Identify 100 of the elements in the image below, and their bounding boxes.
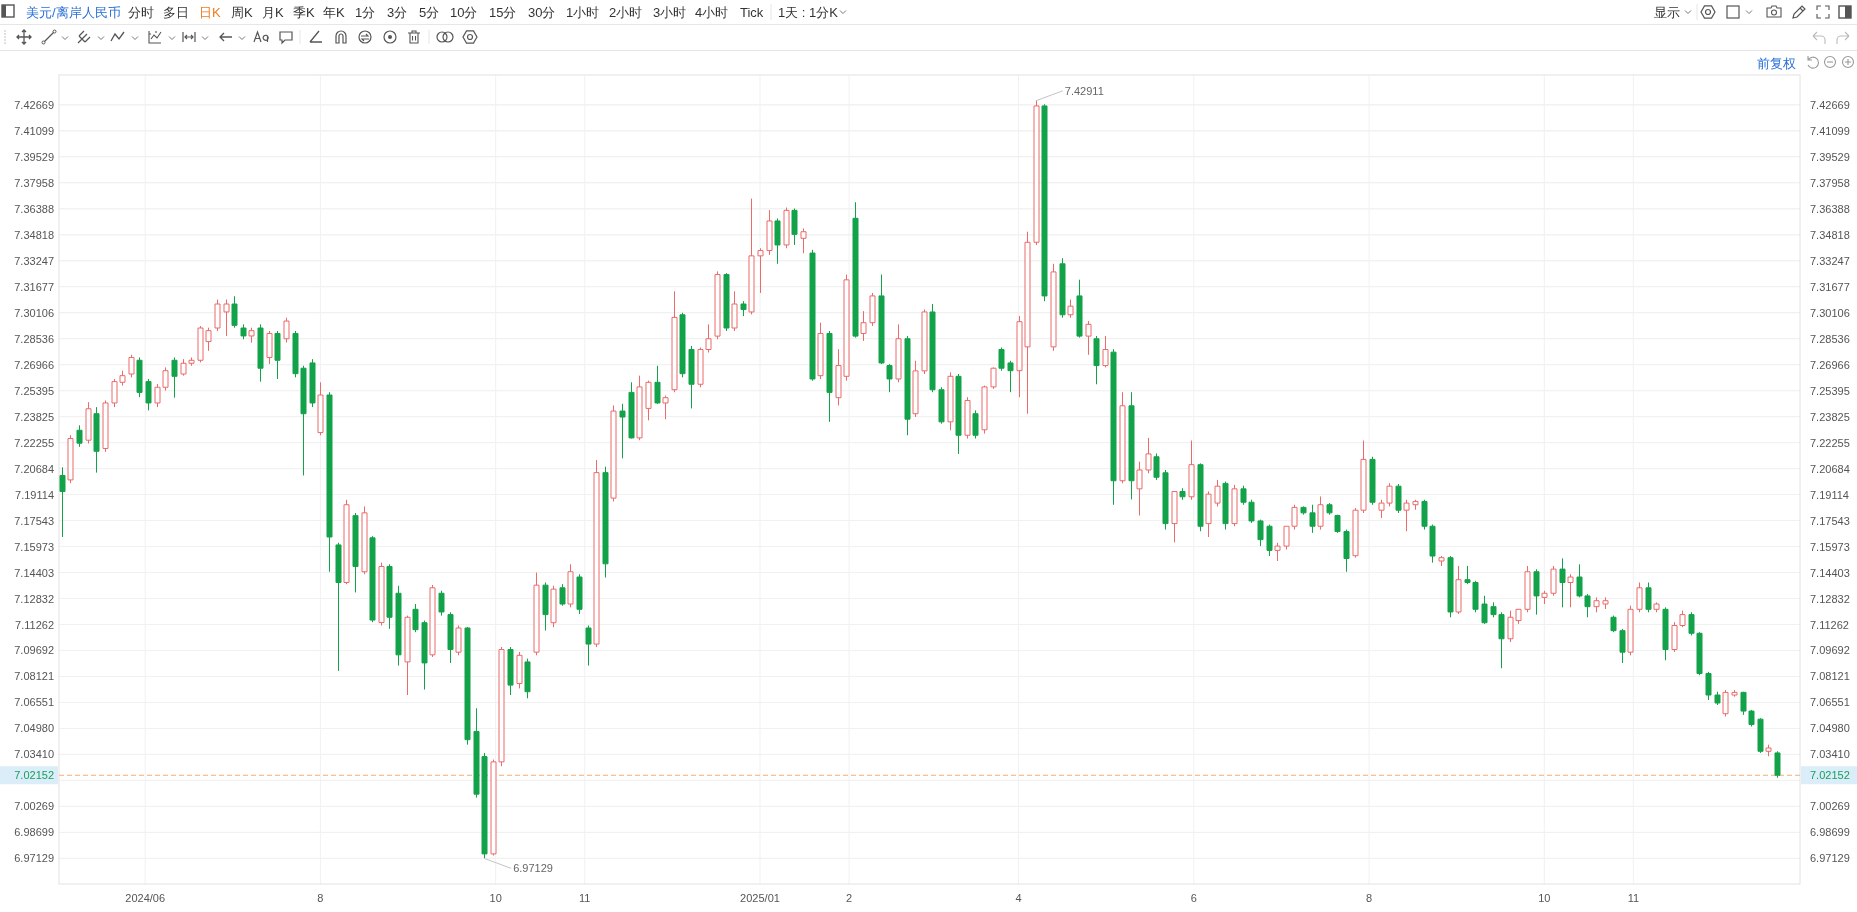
candlestick <box>1403 499 1410 532</box>
candlestick <box>1050 263 1057 352</box>
candlestick <box>1757 717 1764 754</box>
candlestick <box>800 227 807 254</box>
candlestick <box>1524 565 1531 613</box>
candlestick <box>317 381 324 436</box>
y-tick-label: 7.37958 <box>14 176 54 189</box>
y-tick-label: 7.26966 <box>14 358 54 371</box>
y2-tick-label: 7.06551 <box>1810 696 1850 709</box>
candlestick <box>361 505 368 575</box>
candlestick <box>378 562 385 627</box>
chart-title: 美元/离岸人民币 <box>26 4 121 20</box>
x-tick-label: 8 <box>317 892 324 904</box>
candlestick <box>809 249 816 382</box>
y-tick-label: 7.08121 <box>14 670 54 683</box>
text: 2小时 <box>609 4 643 20</box>
y2-tick-label: 7.12832 <box>1810 592 1850 605</box>
candlestick <box>283 317 290 344</box>
candlestick <box>895 323 902 383</box>
y-tick-label: 7.22255 <box>14 436 54 449</box>
candlestick <box>1179 487 1186 501</box>
candlestick <box>567 563 574 608</box>
candlestick <box>1007 360 1014 393</box>
candlestick <box>1619 628 1626 664</box>
text: 月K <box>262 4 284 20</box>
candlestick <box>274 330 281 380</box>
y-tick-label: 7.03410 <box>14 748 54 761</box>
candlestick <box>679 312 686 378</box>
y-tick-label: 7.17543 <box>14 514 54 527</box>
candlestick <box>955 373 962 455</box>
y2-tick-label: 7.20684 <box>1810 462 1850 475</box>
text: 3分 <box>387 4 408 20</box>
y-tick-label: 7.11262 <box>15 618 54 631</box>
y2-tick-label: 7.37958 <box>1810 176 1850 189</box>
candlestick <box>559 583 566 607</box>
y2-tick-label: 7.00269 <box>1810 800 1850 813</box>
candlestick <box>429 584 436 658</box>
x-tick-label: 2025/01 <box>740 892 780 904</box>
text: Tick <box>740 4 764 20</box>
candlestick <box>1171 491 1178 543</box>
candlestick <box>266 330 273 365</box>
candlestick <box>1610 615 1617 633</box>
y-tick-label: 7.41099 <box>14 124 54 137</box>
candlestick <box>1653 601 1660 613</box>
y-tick-label: 7.04980 <box>14 722 54 735</box>
candlestick <box>714 270 721 340</box>
candlestick <box>1266 524 1273 557</box>
candlestick <box>404 615 411 696</box>
y2-tick-label: 7.19114 <box>1810 488 1849 501</box>
y-tick-label: 7.39529 <box>14 150 54 163</box>
candlestick <box>386 563 393 630</box>
y2-tick-label: 7.08121 <box>1810 670 1850 683</box>
candlestick <box>1412 499 1419 511</box>
candlestick <box>740 300 747 317</box>
candlestick <box>981 385 988 435</box>
candlestick <box>533 572 540 656</box>
y-tick-label: 7.23825 <box>14 410 54 423</box>
candlestick <box>817 322 824 380</box>
candlestick <box>1774 750 1781 779</box>
candlestick <box>1274 542 1281 562</box>
y2-tick-label: 7.11262 <box>1810 618 1849 631</box>
candlestick <box>326 391 333 573</box>
y-tick-label: 7.12832 <box>14 592 54 605</box>
x-tick-label: 10 <box>489 892 502 904</box>
candlestick <box>1119 391 1126 484</box>
candlestick <box>723 272 730 332</box>
candlestick <box>335 542 342 672</box>
candlestick <box>886 363 893 393</box>
candlestick <box>447 611 454 664</box>
candlestick <box>369 535 376 623</box>
y-tick-label: 7.09692 <box>14 644 54 657</box>
candlestick <box>964 396 971 440</box>
y2-tick-label: 7.15973 <box>1810 540 1850 553</box>
candlestick <box>1455 565 1462 615</box>
text: 3小时 <box>653 4 687 20</box>
y2-tick-label: 7.34818 <box>1810 228 1850 241</box>
candlestick <box>1076 279 1083 339</box>
candlestick <box>231 295 238 329</box>
candlestick <box>1705 671 1712 701</box>
candlestick <box>791 208 798 246</box>
y-tick-label: 7.28536 <box>14 332 54 345</box>
candlestick <box>852 201 859 339</box>
candlestick <box>1326 502 1333 516</box>
candlestick <box>1041 103 1048 302</box>
candlestick <box>1231 484 1238 527</box>
candlestick <box>214 299 221 332</box>
candlestick <box>223 299 230 337</box>
y2-tick-label: 7.42669 <box>1810 98 1850 111</box>
y-tick-label: 7.06551 <box>14 696 54 709</box>
x-tick-label: 8 <box>1366 892 1373 904</box>
y2-tick-label: 7.33247 <box>1810 254 1850 267</box>
candlestick <box>1645 582 1652 613</box>
y-tick-label: 7.19114 <box>15 488 54 501</box>
text: 显示 <box>1654 4 1680 20</box>
candlestick <box>1067 299 1074 319</box>
text: 15分 <box>489 4 517 20</box>
candlestick <box>869 292 876 327</box>
text: 1小时 <box>566 4 600 20</box>
candlestick <box>145 378 152 411</box>
candlestick <box>1636 582 1643 613</box>
